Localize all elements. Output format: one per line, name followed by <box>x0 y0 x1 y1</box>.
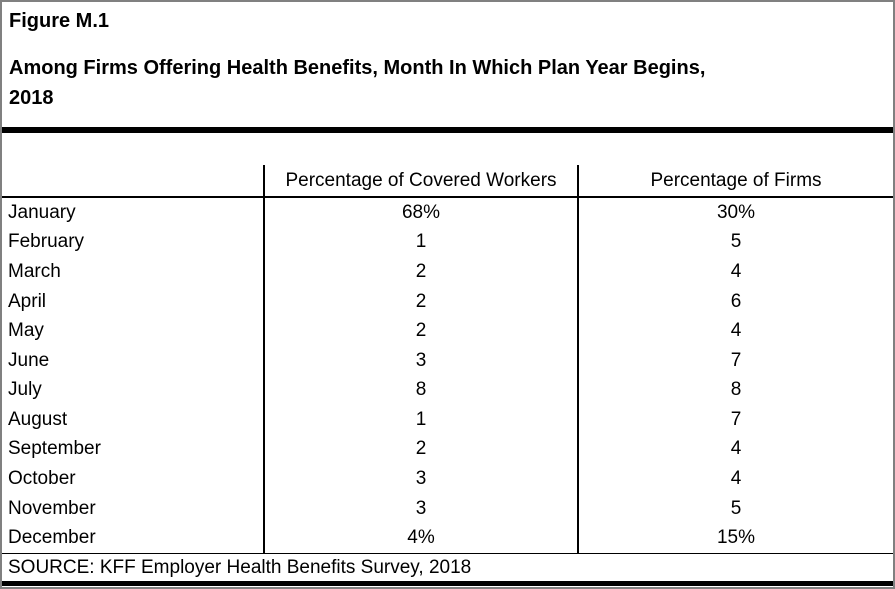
covered-workers-value: 3 <box>415 349 427 371</box>
month-label: October <box>8 468 76 490</box>
table-row-february: February 1 5 <box>2 228 893 258</box>
firms-value: 4 <box>730 320 742 342</box>
column-divider-left <box>263 165 265 553</box>
covered-workers-value: 8 <box>415 379 427 401</box>
month-label: March <box>8 260 61 282</box>
month-label: January <box>8 201 76 223</box>
column-divider-right <box>577 165 579 553</box>
figure-label: Figure M.1 <box>9 10 110 32</box>
month-label: November <box>8 497 96 519</box>
table-row-august: August 1 7 <box>2 405 893 435</box>
table-row-september: September 2 4 <box>2 435 893 465</box>
table-body: January 68% 30% February 1 5 March 2 4 A… <box>2 198 893 553</box>
covered-workers-value: 3 <box>415 468 427 490</box>
table-bottom-rule <box>2 553 893 554</box>
month-label: December <box>8 527 96 549</box>
table-row-may: May 2 4 <box>2 316 893 346</box>
title-separator-bar <box>2 127 893 133</box>
firms-value: 8 <box>730 379 742 401</box>
table-row-april: April 2 6 <box>2 287 893 317</box>
firms-value: 5 <box>730 231 742 253</box>
table-row-october: October 3 4 <box>2 464 893 494</box>
table-row-june: June 3 7 <box>2 346 893 376</box>
month-label: February <box>8 231 85 253</box>
covered-workers-value: 68% <box>401 201 441 223</box>
firms-value: 4 <box>730 468 742 490</box>
covered-workers-value: 2 <box>415 260 427 282</box>
firms-value: 5 <box>730 497 742 519</box>
table-row-january: January 68% 30% <box>2 198 893 228</box>
column-header-firms: Percentage of Firms <box>650 169 822 191</box>
firms-value: 7 <box>730 349 742 371</box>
covered-workers-value: 3 <box>415 497 427 519</box>
firms-value: 4 <box>730 438 742 460</box>
covered-workers-value: 4% <box>407 527 435 549</box>
firms-value: 7 <box>730 408 742 430</box>
header-underline-rule <box>2 196 893 198</box>
source-note: SOURCE: KFF Employer Health Benefits Sur… <box>8 556 472 578</box>
figure-title: Among Firms Offering Health Benefits, Mo… <box>9 53 883 113</box>
table-row-december: December 4% 15% <box>2 523 893 553</box>
covered-workers-value: 2 <box>415 320 427 342</box>
table-row-november: November 3 5 <box>2 494 893 524</box>
covered-workers-value: 2 <box>415 290 427 312</box>
month-label: June <box>8 349 50 371</box>
month-label: September <box>8 438 101 460</box>
figure-title-line2: 2018 <box>9 87 54 109</box>
covered-workers-value: 2 <box>415 438 427 460</box>
covered-workers-value: 1 <box>415 231 427 253</box>
figure-bottom-bar <box>2 581 893 586</box>
firms-value: 15% <box>716 527 756 549</box>
month-label: April <box>8 290 47 312</box>
month-label: August <box>8 408 68 430</box>
firms-value: 4 <box>730 260 742 282</box>
table-row-march: March 2 4 <box>2 257 893 287</box>
firms-value: 30% <box>716 201 756 223</box>
column-header-covered-workers: Percentage of Covered Workers <box>285 169 557 191</box>
month-label: May <box>8 320 44 342</box>
covered-workers-value: 1 <box>415 408 427 430</box>
firms-value: 6 <box>730 290 742 312</box>
figure-title-line1: Among Firms Offering Health Benefits, Mo… <box>9 57 706 79</box>
month-label: July <box>8 379 42 401</box>
table-row-july: July 8 8 <box>2 376 893 406</box>
